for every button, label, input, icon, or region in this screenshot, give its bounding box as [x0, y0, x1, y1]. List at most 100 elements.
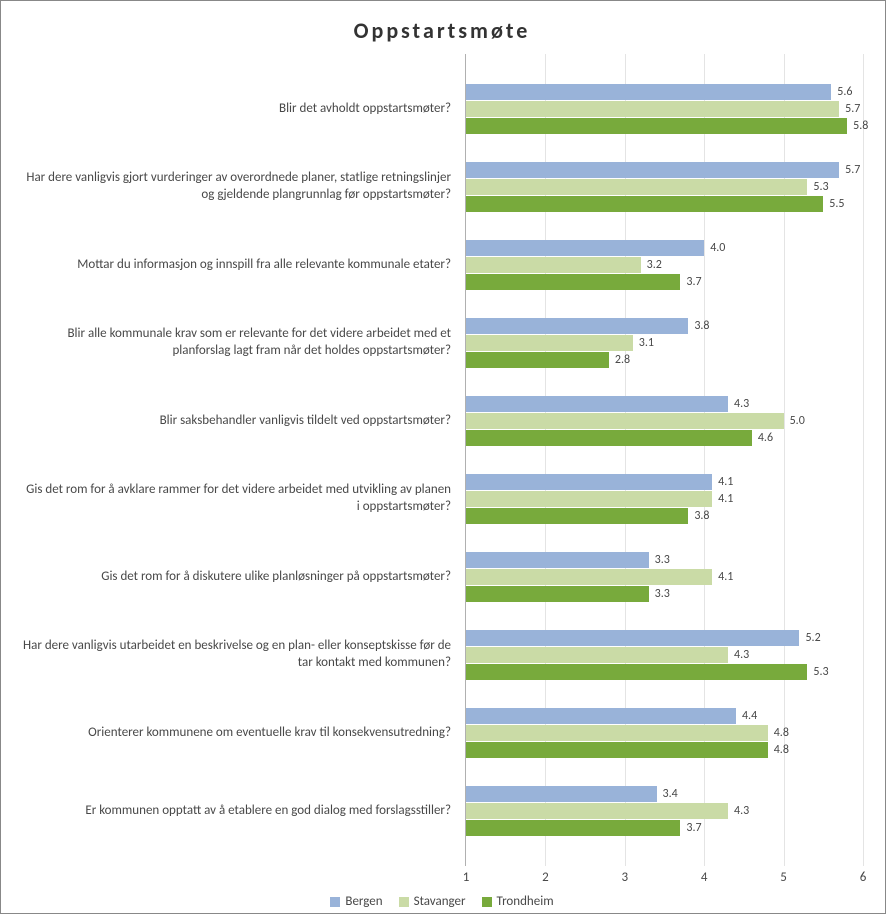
bar-group: 5.65.75.8: [466, 84, 863, 134]
legend-swatch: [482, 897, 492, 907]
bar-stavanger: [466, 101, 839, 117]
legend-item: Trondheim: [482, 894, 554, 909]
bar-row: 5.5: [466, 196, 863, 212]
bar-bergen: [466, 84, 831, 100]
bar-stavanger: [466, 413, 784, 429]
bar-row: 4.3: [466, 647, 863, 663]
x-tick-label: 4: [701, 870, 708, 885]
bar-value-label: 5.0: [784, 413, 805, 429]
bar-bergen: [466, 474, 712, 490]
legend-label: Trondheim: [497, 894, 554, 909]
x-tick-label: 6: [860, 870, 867, 885]
question-label-row: Gis det rom for å diskutere ulike planlø…: [21, 552, 465, 602]
legend-item: Bergen: [330, 894, 382, 909]
bar-row: 3.7: [466, 820, 863, 836]
question-label-row: Blir det avholdt oppstartsmøter?: [21, 84, 465, 134]
question-label-row: Orienterer kommunene om eventuelle krav …: [21, 708, 465, 758]
x-tick-label: 3: [622, 870, 629, 885]
bar-trondheim: [466, 508, 688, 524]
bar-bergen: [466, 318, 688, 334]
bar-value-label: 4.0: [704, 240, 725, 256]
bar-value-label: 5.2: [799, 630, 820, 646]
bar-group: 5.24.35.3: [466, 630, 863, 680]
bar-group: 4.3 5.0 4.6: [466, 396, 863, 446]
bar-value-label: 3.2: [641, 257, 662, 273]
bar-group: 4.0 3.2 3.7: [466, 240, 863, 290]
bar-value-label: 3.3: [649, 586, 670, 602]
bar-trondheim: [466, 352, 609, 368]
bar-value-label: 4.1: [712, 569, 733, 585]
bar-bergen: [466, 162, 839, 178]
bar-trondheim: [466, 664, 807, 680]
bar-bergen: [466, 708, 736, 724]
question-label-row: Mottar du informasjon og innspill fra al…: [21, 240, 465, 290]
bar-group: 3.83.12.8: [466, 318, 863, 368]
question-label-row: Har dere vanligvis gjort vurderinger av …: [21, 162, 465, 212]
bar-row: 5.3: [466, 179, 863, 195]
bar-trondheim: [466, 820, 680, 836]
bar-value-label: 4.6: [752, 430, 773, 446]
legend-item: Stavanger: [399, 894, 466, 909]
bar-row: 5.3: [466, 664, 863, 680]
bar-stavanger: [466, 569, 712, 585]
bar-value-label: 3.3: [649, 552, 670, 568]
bar-trondheim: [466, 118, 847, 134]
bar-group: 4.14.13.8: [466, 474, 863, 524]
legend-label: Stavanger: [414, 894, 466, 909]
plot-area: Blir det avholdt oppstartsmøter? Har dere…: [21, 54, 863, 866]
bar-row: 5.8: [466, 118, 863, 134]
bar-stavanger: [466, 647, 728, 663]
question-label: Mottar du informasjon og innspill fra al…: [21, 257, 465, 274]
bar-value-label: 5.3: [807, 664, 828, 680]
question-label: Har dere vanligvis gjort vurderinger av …: [21, 170, 465, 204]
bar-value-label: 3.7: [680, 274, 701, 290]
bar-value-label: 3.8: [688, 508, 709, 524]
labels-column: Blir det avholdt oppstartsmøter? Har dere…: [21, 54, 465, 866]
bar-value-label: 3.4: [657, 786, 678, 802]
bar-row: 4.1: [466, 491, 863, 507]
bar-stavanger: [466, 179, 807, 195]
legend: Bergen Stavanger Trondheim: [21, 894, 863, 911]
bar-row: 5.7: [466, 162, 863, 178]
legend-swatch: [399, 897, 409, 907]
bar-stavanger: [466, 335, 633, 351]
bar-row: 5.2: [466, 630, 863, 646]
gridline: [863, 54, 864, 866]
bar-value-label: 5.5: [823, 196, 844, 212]
bar-value-label: 3.8: [688, 318, 709, 334]
bar-trondheim: [466, 196, 823, 212]
question-label: Blir det avholdt oppstartsmøter?: [21, 101, 465, 118]
legend-label: Bergen: [345, 894, 382, 909]
bar-trondheim: [466, 274, 680, 290]
question-label: Blir saksbehandler vanligvis tildelt ved…: [21, 413, 465, 430]
bar-row: 3.4: [466, 786, 863, 802]
question-label: Gis det rom for å diskutere ulike planlø…: [21, 569, 465, 586]
bar-value-label: 4.1: [712, 474, 733, 490]
bar-value-label: 4.1: [712, 491, 733, 507]
question-label-row: Er kommunen opptatt av å etablere en god…: [21, 786, 465, 836]
bar-row: 5.7: [466, 101, 863, 117]
bar-row: 4.1: [466, 569, 863, 585]
bar-trondheim: [466, 430, 752, 446]
bar-bergen: [466, 630, 799, 646]
bar-row: 4.0: [466, 240, 863, 256]
bar-value-label: 5.7: [839, 101, 860, 117]
bar-group: 4.44.84.8: [466, 708, 863, 758]
question-label-row: Har dere vanligvis utarbeidet en beskriv…: [21, 630, 465, 680]
bar-bergen: [466, 396, 728, 412]
bar-value-label: 4.8: [768, 742, 789, 758]
bar-row: 4.6: [466, 430, 863, 446]
x-tick-label: 2: [542, 870, 549, 885]
question-label-row: Blir saksbehandler vanligvis tildelt ved…: [21, 396, 465, 446]
bar-value-label: 5.7: [839, 162, 860, 178]
question-label: Er kommunen opptatt av å etablere en god…: [21, 803, 465, 820]
bar-row: 2.8: [466, 352, 863, 368]
bar-row: 4.3: [466, 396, 863, 412]
x-tick-label: 1: [463, 870, 470, 885]
bar-value-label: 5.6: [831, 84, 852, 100]
question-label: Gis det rom for å avklare rammer for det…: [21, 482, 465, 516]
x-axis-ticks: 123456: [466, 866, 863, 888]
bar-value-label: 4.3: [728, 396, 749, 412]
bar-row: 5.6: [466, 84, 863, 100]
bar-bergen: [466, 786, 657, 802]
